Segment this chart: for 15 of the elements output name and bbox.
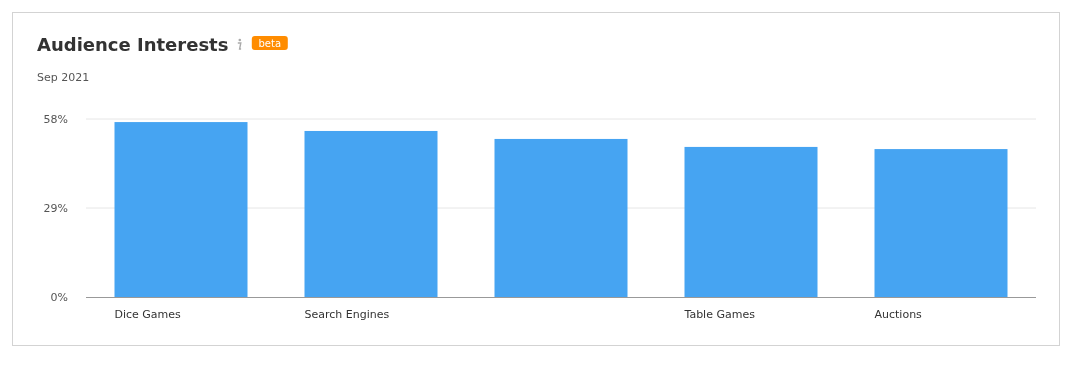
bar (114, 122, 248, 297)
x-tick-label: Auctions (874, 308, 923, 321)
x-tick-label: Table Games (683, 308, 756, 321)
bar (304, 130, 438, 297)
chart-title: Audience Interests (37, 34, 229, 55)
x-tick-label: Dice Games (114, 308, 182, 321)
x-tick-label: Search Engines (304, 308, 390, 321)
text: beta (258, 38, 282, 49)
y-tick-label: 0% (50, 291, 68, 304)
y-tick-label: 58% (43, 113, 68, 126)
bar (874, 149, 1008, 297)
chart-subtitle: Sep 2021 (37, 71, 90, 84)
bar (494, 138, 628, 297)
y-tick-label: 29% (43, 202, 68, 215)
bar (684, 146, 818, 297)
